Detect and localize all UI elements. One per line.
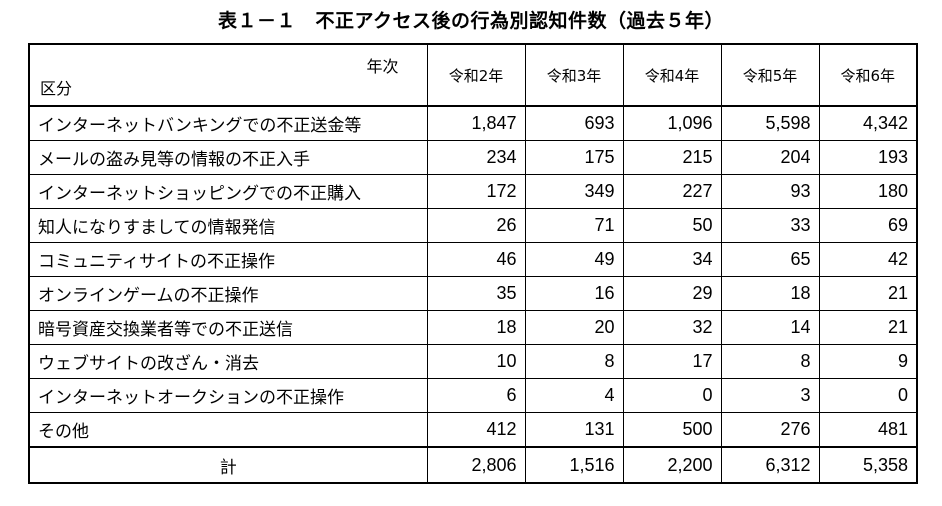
value-cell: 180 <box>818 174 918 209</box>
row-label: メールの盗み見等の情報の不正入手 <box>28 140 428 175</box>
value-cell: 10 <box>426 344 526 379</box>
value-cell: 0 <box>818 378 918 413</box>
value-cell: 69 <box>818 208 918 243</box>
value-cell: 32 <box>622 310 722 345</box>
value-cell: 5,598 <box>720 105 820 141</box>
row-label: ウェブサイトの改ざん・消去 <box>28 344 428 379</box>
table-row: 知人になりすましての情報発信 26 71 50 33 69 <box>28 208 918 243</box>
value-cell: 34 <box>622 242 722 277</box>
table-row: その他 412 131 500 276 481 <box>28 412 918 448</box>
value-cell: 8 <box>524 344 624 379</box>
value-cell: 234 <box>426 140 526 175</box>
value-cell: 1,096 <box>622 105 722 141</box>
value-cell: 46 <box>426 242 526 277</box>
value-cell: 17 <box>622 344 722 379</box>
row-label: その他 <box>28 412 428 448</box>
value-cell: 9 <box>818 344 918 379</box>
value-cell: 26 <box>426 208 526 243</box>
total-value-cell: 1,516 <box>524 446 624 484</box>
value-cell: 93 <box>720 174 820 209</box>
year-header-cell: 令和6年 <box>818 43 918 107</box>
table-row: インターネットオークションの不正操作 6 4 0 3 0 <box>28 378 918 413</box>
table-row: オンラインゲームの不正操作 35 16 29 18 21 <box>28 276 918 311</box>
table-row: 暗号資産交換業者等での不正送信 18 20 32 14 21 <box>28 310 918 345</box>
value-cell: 349 <box>524 174 624 209</box>
value-cell: 0 <box>622 378 722 413</box>
value-cell: 3 <box>720 378 820 413</box>
value-cell: 193 <box>818 140 918 175</box>
total-value-cell: 2,806 <box>426 446 526 484</box>
total-value-cell: 5,358 <box>818 446 918 484</box>
row-label: 暗号資産交換業者等での不正送信 <box>28 310 428 345</box>
value-cell: 4 <box>524 378 624 413</box>
value-cell: 693 <box>524 105 624 141</box>
value-cell: 65 <box>720 242 820 277</box>
corner-header-cell: 年次 区分 <box>28 43 428 107</box>
table-row: インターネットショッピングでの不正購入 172 349 227 93 180 <box>28 174 918 209</box>
total-value-cell: 6,312 <box>720 446 820 484</box>
year-header-cell: 令和3年 <box>524 43 624 107</box>
value-cell: 500 <box>622 412 722 448</box>
value-cell: 18 <box>426 310 526 345</box>
value-cell: 21 <box>818 276 918 311</box>
statistics-table: 年次 区分 令和2年 令和3年 令和4年 令和5年 令和6年 インターネットバン… <box>28 43 918 484</box>
value-cell: 18 <box>720 276 820 311</box>
value-cell: 175 <box>524 140 624 175</box>
row-label: コミュニティサイトの不正操作 <box>28 242 428 277</box>
row-label: インターネットバンキングでの不正送金等 <box>28 105 428 141</box>
row-axis-label: 区分 <box>40 79 73 98</box>
table-row: メールの盗み見等の情報の不正入手 234 175 215 204 193 <box>28 140 918 175</box>
value-cell: 49 <box>524 242 624 277</box>
value-cell: 6 <box>426 378 526 413</box>
value-cell: 204 <box>720 140 820 175</box>
value-cell: 42 <box>818 242 918 277</box>
value-cell: 33 <box>720 208 820 243</box>
value-cell: 16 <box>524 276 624 311</box>
value-cell: 4,342 <box>818 105 918 141</box>
year-header-cell: 令和4年 <box>622 43 722 107</box>
value-cell: 1,847 <box>426 105 526 141</box>
value-cell: 21 <box>818 310 918 345</box>
total-value-cell: 2,200 <box>622 446 722 484</box>
value-cell: 35 <box>426 276 526 311</box>
value-cell: 50 <box>622 208 722 243</box>
value-cell: 29 <box>622 276 722 311</box>
row-label: インターネットオークションの不正操作 <box>28 378 428 413</box>
value-cell: 412 <box>426 412 526 448</box>
value-cell: 276 <box>720 412 820 448</box>
row-label: オンラインゲームの不正操作 <box>28 276 428 311</box>
table-row: インターネットバンキングでの不正送金等 1,847 693 1,096 5,59… <box>28 105 918 141</box>
column-axis-label: 年次 <box>366 57 399 76</box>
value-cell: 227 <box>622 174 722 209</box>
value-cell: 8 <box>720 344 820 379</box>
value-cell: 71 <box>524 208 624 243</box>
total-row: 計 2,806 1,516 2,200 6,312 5,358 <box>28 446 918 484</box>
year-header-cell: 令和5年 <box>720 43 820 107</box>
row-label: インターネットショッピングでの不正購入 <box>28 174 428 209</box>
row-label: 知人になりすましての情報発信 <box>28 208 428 243</box>
year-header-cell: 令和2年 <box>426 43 526 107</box>
value-cell: 172 <box>426 174 526 209</box>
value-cell: 481 <box>818 412 918 448</box>
value-cell: 215 <box>622 140 722 175</box>
table-row: ウェブサイトの改ざん・消去 10 8 17 8 9 <box>28 344 918 379</box>
table-row: コミュニティサイトの不正操作 46 49 34 65 42 <box>28 242 918 277</box>
value-cell: 20 <box>524 310 624 345</box>
value-cell: 131 <box>524 412 624 448</box>
total-label: 計 <box>28 446 428 484</box>
table-title: 表１－１ 不正アクセス後の行為別認知件数（過去５年） <box>217 10 725 32</box>
value-cell: 14 <box>720 310 820 345</box>
header-row: 年次 区分 令和2年 令和3年 令和4年 令和5年 令和6年 <box>28 43 918 107</box>
